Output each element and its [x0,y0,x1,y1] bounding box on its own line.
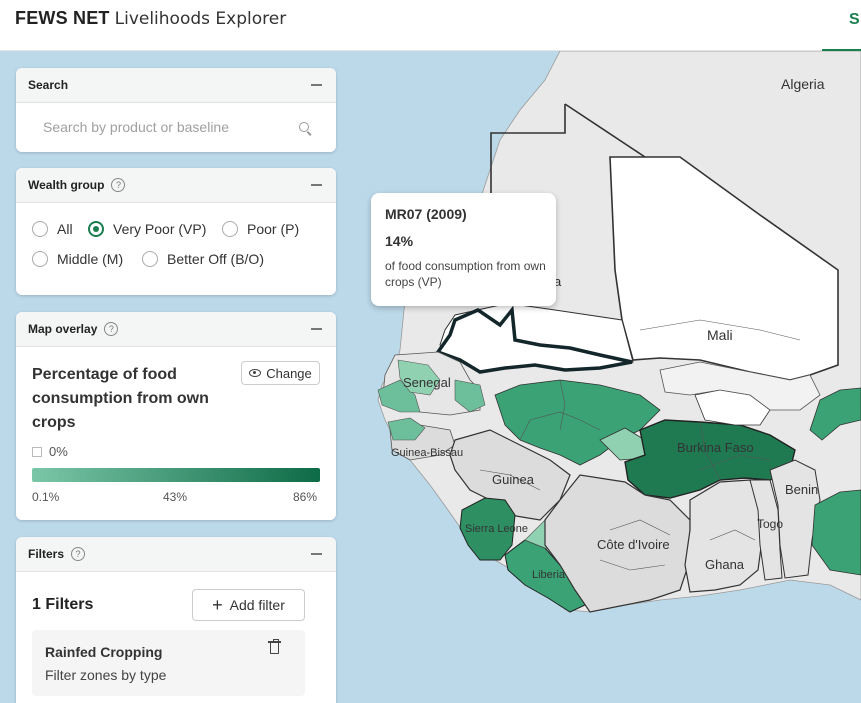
radio-label: Very Poor (VP) [113,221,207,237]
search-input[interactable] [28,111,320,143]
radio-circle[interactable] [32,251,48,267]
brand-name: FEWS NET [15,8,110,28]
zone-nigeria-green[interactable] [811,489,861,576]
radio-all[interactable]: All [32,221,73,237]
zone-boundaries [479,319,801,571]
label-guinea-bissau: Guinea-Bissau [391,447,463,459]
map-overlay-body: Percentage of food consumption from own … [16,347,336,519]
search-panel-header[interactable]: Search [16,68,336,103]
legend-min-label: 0.1% [32,490,60,504]
zone-senegal-green-3[interactable] [454,379,486,413]
app-title: FEWS NET Livelihoods Explorer [15,8,286,29]
zone-togo[interactable] [749,479,783,581]
active-tab-indicator [822,49,861,51]
wealth-group-options: All Very Poor (VP) Poor (P) Middle (M) B… [16,203,336,295]
filters-panel: Filters ? 1 Filters + Add filter Rainfed… [16,537,336,703]
radio-label: All [57,221,73,237]
collapse-icon[interactable] [311,184,322,186]
search-icon[interactable] [299,122,309,132]
zone-gb-green[interactable] [387,417,426,441]
map-overlay-panel: Map overlay ? Percentage of food consump… [16,312,336,520]
label-ghana: Ghana [705,557,745,572]
radio-better-off[interactable]: Better Off (B/O) [142,251,264,267]
label-mauritania-partial: a [554,274,562,289]
brand-subtitle: Livelihoods Explorer [114,9,287,29]
legend-max-label: 86% [293,490,318,504]
plus-icon: + [212,595,223,615]
help-icon[interactable]: ? [104,322,119,336]
label-benin: Benin [785,482,818,497]
radio-circle[interactable] [142,251,158,267]
filter-card[interactable]: Rainfed Cropping Filter zones by type [32,630,305,696]
collapse-icon[interactable] [311,84,322,86]
add-filter-button[interactable]: + Add filter [192,589,305,621]
collapse-icon[interactable] [311,553,322,555]
label-guinea: Guinea [492,472,535,487]
top-bar: FEWS NET Livelihoods Explorer S [0,0,861,51]
label-mali: Mali [707,327,733,343]
overlay-name: Percentage of food consumption from own … [32,366,209,431]
wealth-group-title: Wealth group [28,178,105,192]
filter-count: 1 Filters [32,596,94,613]
zone-niger-green[interactable] [809,387,861,441]
legend-zero-swatch [32,446,42,457]
label-burkina-faso: Burkina Faso [677,440,754,455]
help-icon[interactable]: ? [111,178,126,192]
label-sierra-leone: Sierra Leone [465,523,528,535]
change-overlay-button[interactable]: Change [241,361,320,385]
legend-mid-label: 43% [163,490,188,504]
zone-mali-east[interactable] [659,361,821,411]
wealth-group-panel: Wealth group ? All Very Poor (VP) Poor (… [16,168,336,295]
tab-partial[interactable]: S [849,11,860,28]
label-algeria: Algeria [781,76,825,92]
filter-name: Rainfed Cropping [45,644,163,660]
zone-ghana[interactable] [684,479,763,593]
zone-cote-divoire[interactable] [544,474,691,613]
legend-color-ramp [32,468,320,482]
eye-icon [249,369,262,377]
legend-zero-label: 0% [49,444,68,459]
map-overlay-header[interactable]: Map overlay ? [16,312,336,347]
radio-poor[interactable]: Poor (P) [222,221,299,237]
radio-circle-checked[interactable] [88,221,104,237]
zone-senegal-green-1[interactable] [377,379,421,413]
search-panel-title: Search [28,78,69,92]
tooltip-zone: MR07 (2009) [385,206,467,222]
radio-label: Poor (P) [247,221,300,237]
radio-label: Better Off (B/O) [167,251,264,267]
radio-circle[interactable] [32,221,48,237]
map-overlay-title: Map overlay [28,322,98,336]
filters-title: Filters [28,547,65,561]
radio-circle[interactable] [222,221,238,237]
zone-benin[interactable] [769,459,821,579]
filters-header[interactable]: Filters ? [16,537,336,572]
zone-sierra-leone[interactable] [459,497,516,561]
radio-label: Middle (M) [57,251,124,267]
filters-body: 1 Filters + Add filter Rainfed Cropping … [16,572,336,703]
label-liberia: Liberia [532,569,566,581]
label-senegal: Senegal [403,375,451,390]
add-filter-label: Add filter [229,597,285,613]
help-icon[interactable]: ? [71,547,86,561]
radio-middle[interactable]: Middle (M) [32,251,123,267]
tooltip-description: of food consumption from own crops (VP) [385,259,546,289]
tooltip-value: 14% [385,233,414,249]
label-togo: Togo [757,517,783,531]
search-panel: Search [16,68,336,152]
label-cote-divoire: Côte d'Ivoire [597,537,670,552]
filter-description: Filter zones by type [45,667,167,683]
trash-icon[interactable] [268,639,281,654]
zone-mr07-selected[interactable] [435,305,633,374]
search-row [16,103,336,151]
radio-very-poor[interactable]: Very Poor (VP) [88,221,206,237]
wealth-group-header[interactable]: Wealth group ? [16,168,336,203]
change-label: Change [266,365,312,381]
collapse-icon[interactable] [311,328,322,330]
map-tooltip: MR07 (2009) 14% of food consumption from… [371,193,556,306]
legend-zero: 0% [32,444,68,459]
zone-senegal-green-2[interactable] [397,359,441,396]
